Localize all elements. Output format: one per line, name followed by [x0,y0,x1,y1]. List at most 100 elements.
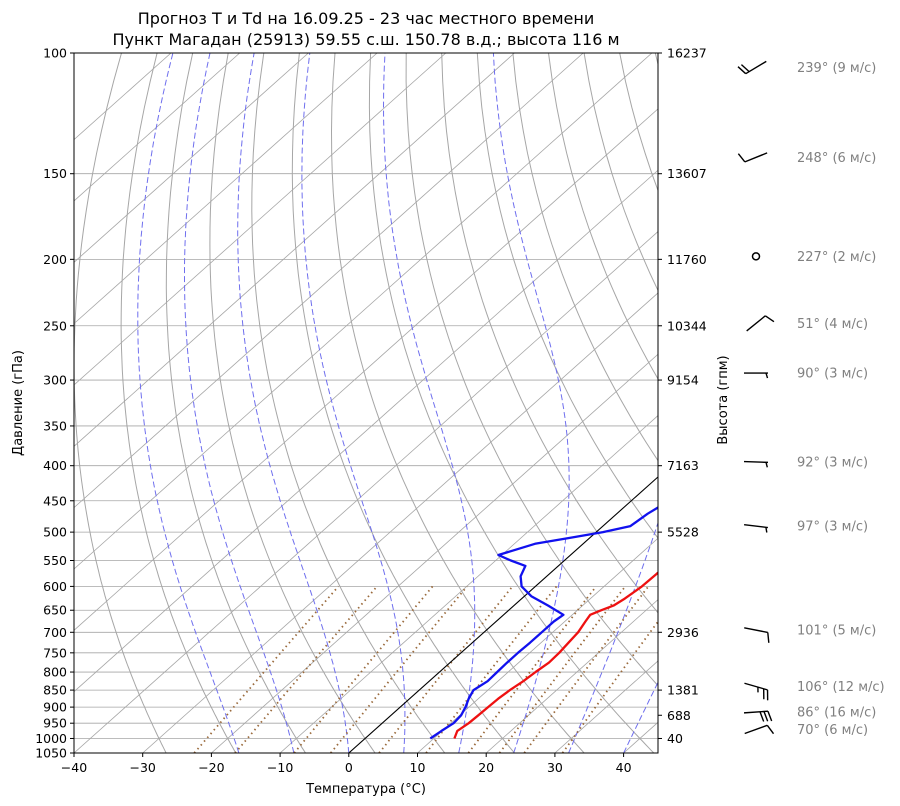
wind-barb [744,372,769,379]
height-tick-label: 7163 [667,458,699,473]
plot-frame [73,52,659,754]
dry-adiabat-line [368,53,655,753]
moist-adiabat-line [137,53,240,753]
moist-adiabat-line [301,53,406,753]
pressure-tick-label: 450 [43,493,67,508]
wind-label: 86° (16 м/с) [797,706,876,721]
wind-barbs: 239° (9 м/с) 248° (6 м/с) 227° (2 м/с) 51° … [737,60,885,738]
moist-adiabat-line [568,521,658,753]
height-tick-label: 5528 [667,525,699,540]
wind-barb-half-flag [765,372,769,379]
wind-barb [744,523,768,533]
wind-barb [751,252,761,261]
pressure-tick-label: 800 [43,665,67,680]
calm-wind-circle [751,252,761,261]
height-tick-label: 2936 [667,625,699,640]
wind-label: 92° (3 м/с) [797,455,868,470]
wind-barb-staff [743,460,769,464]
wind-barb-flag [737,66,747,75]
isotherm-line [417,537,658,753]
isotherm-line [74,108,658,631]
temperature-tick-label: −30 [130,760,156,775]
mixing-ratio-line [425,585,558,753]
pressure-tick-label: 1000 [35,731,67,746]
wind-label: 101° (5 м/с) [797,624,876,639]
isotherm-line [74,169,658,693]
isotherm-line [279,415,658,753]
pressure-tick-label: 500 [43,525,67,540]
isotherm-line [74,53,240,202]
isotherm-line [74,231,658,753]
wind-barb-flag [759,711,765,722]
height-tick-label: 16237 [667,46,707,61]
isotherm-line [74,53,447,386]
wind-barb [737,152,768,163]
wind-label: 106° (12 м/с) [797,680,885,695]
dry-adiabat-line [441,53,658,614]
dry-adiabat-line [291,53,515,753]
height-tick-label: 11760 [667,252,707,267]
height-tick-label: 13607 [667,166,707,181]
wind-barb-flag [737,153,746,163]
wind-barb-half-flag [765,462,768,468]
dewpoint-profile-line [429,506,658,740]
pressure-tick-label: 750 [43,645,67,660]
temperature-tick-label: −40 [61,760,87,775]
mixing-ratio-line [234,585,378,753]
mixing-ratio-line [293,585,434,753]
temperature-tick-label: 0 [345,760,353,775]
wind-barb-flag [764,315,775,323]
wind-label: 70° (6 м/с) [797,723,868,738]
temperature-tick-label: 10 [410,760,426,775]
wind-barb [743,710,773,722]
isotherm-line [74,53,378,325]
background-lines [74,53,658,753]
wind-label: 90° (3 м/с) [797,367,868,382]
isotherm-line [211,353,658,753]
wind-barb-flag [767,710,773,722]
moist-adiabat-line [237,53,350,753]
dry-adiabat-line [476,53,658,539]
wind-barb-flag [740,64,750,73]
wind-barb [737,60,767,75]
wind-barb [743,460,769,468]
isotherm-line [74,53,515,447]
wind-barb [744,627,770,643]
pressure-tick-label: 950 [43,716,67,731]
wind-label: 239° (9 м/с) [797,61,876,76]
pressure-tick-label: 600 [43,579,67,594]
pressure-tick-label: 850 [43,683,67,698]
wind-barb-flag [763,711,769,722]
wind-barb-staff [744,724,768,735]
height-tick-label: 40 [667,731,683,746]
temperature-tick-label: −20 [198,760,224,775]
temperature-tick-label: 40 [616,760,632,775]
isotherm-line [74,53,584,509]
profile-lines [429,506,658,740]
x-axis-label: Температура (°C) [305,782,426,797]
dry-adiabat-line [120,53,237,753]
wind-label: 248° (6 м/с) [797,151,876,166]
dry-adiabat-line [330,53,585,753]
wind-label: 97° (3 м/с) [797,520,868,535]
moist-adiabat-line [184,53,295,753]
isotherm-line [142,292,658,753]
wind-barb-flag [766,724,775,735]
axis-ticks: 1001502002503003504004505005506006507007… [35,46,707,776]
wind-label: 227° (2 м/с) [797,250,876,265]
temperature-tick-label: 20 [478,760,494,775]
wind-barb [744,682,769,701]
y-axis-right-label: Высота (гпм) [716,355,731,444]
wind-barb-half-flag [765,527,768,533]
wind-barb-staff [746,315,766,332]
isotherm-line [485,599,658,753]
pressure-tick-label: 250 [43,318,67,333]
wind-barb-staff [745,60,767,75]
pressure-tick-label: 150 [43,166,67,181]
wind-barb-staff [744,152,768,163]
height-tick-label: 10344 [667,318,707,333]
pressure-tick-label: 350 [43,418,67,433]
pressure-tick-label: 550 [43,553,67,568]
isotherm-line [74,53,653,570]
